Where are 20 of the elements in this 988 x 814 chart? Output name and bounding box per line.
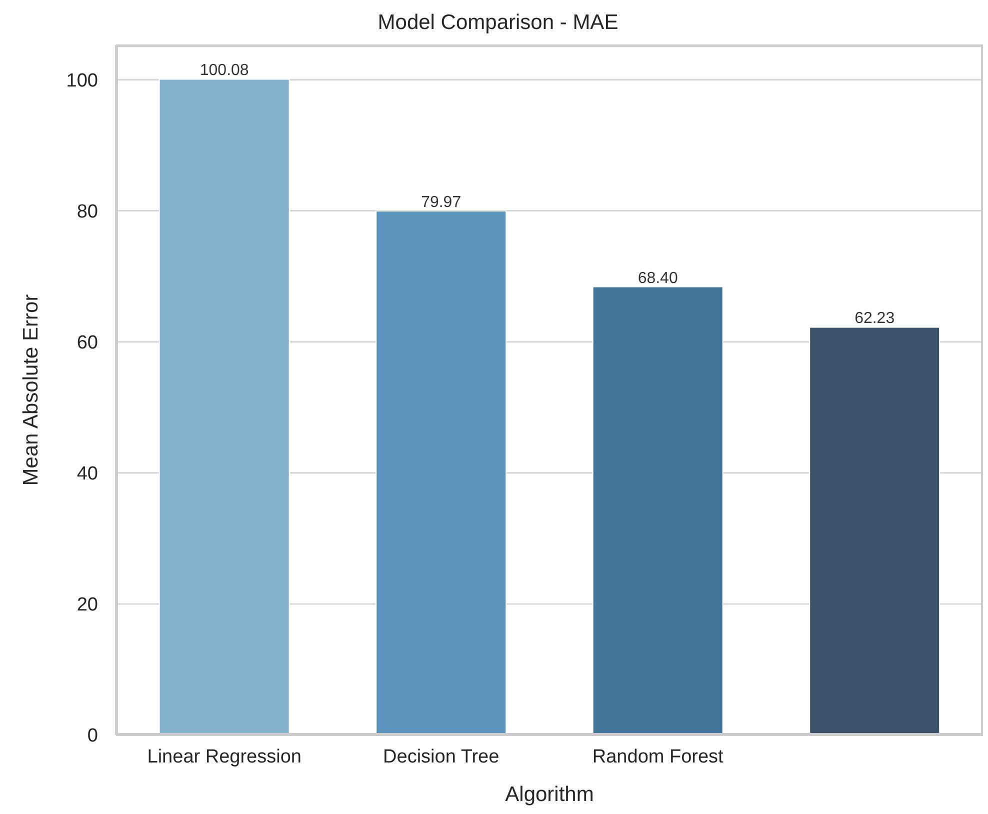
- bar: [158, 78, 290, 735]
- chart-title: Model Comparison - MAE: [376, 10, 620, 36]
- y-axis-title: Mean Absolute Error: [19, 294, 42, 486]
- y-tick-label: 80: [76, 202, 98, 223]
- y-tick-label: 0: [87, 726, 98, 747]
- y-tick-label: 40: [76, 464, 98, 485]
- data-label: 62.23: [854, 310, 895, 328]
- bar: [592, 286, 724, 735]
- data-label: 68.40: [638, 270, 678, 287]
- bar: [809, 326, 940, 735]
- data-label: 100.08: [200, 62, 249, 80]
- y-tick-label: 60: [76, 332, 98, 354]
- x-tick-label: Random Forest: [592, 746, 724, 768]
- x-tick-label: Decision Tree: [383, 746, 500, 768]
- data-label: 79.97: [421, 194, 462, 211]
- x-axis-title: Algorithm: [505, 783, 594, 806]
- y-tick-label: 20: [76, 594, 98, 616]
- x-tick-label: Linear Regression: [147, 746, 302, 768]
- bar: [376, 210, 507, 735]
- y-tick-label: 100: [66, 70, 98, 92]
